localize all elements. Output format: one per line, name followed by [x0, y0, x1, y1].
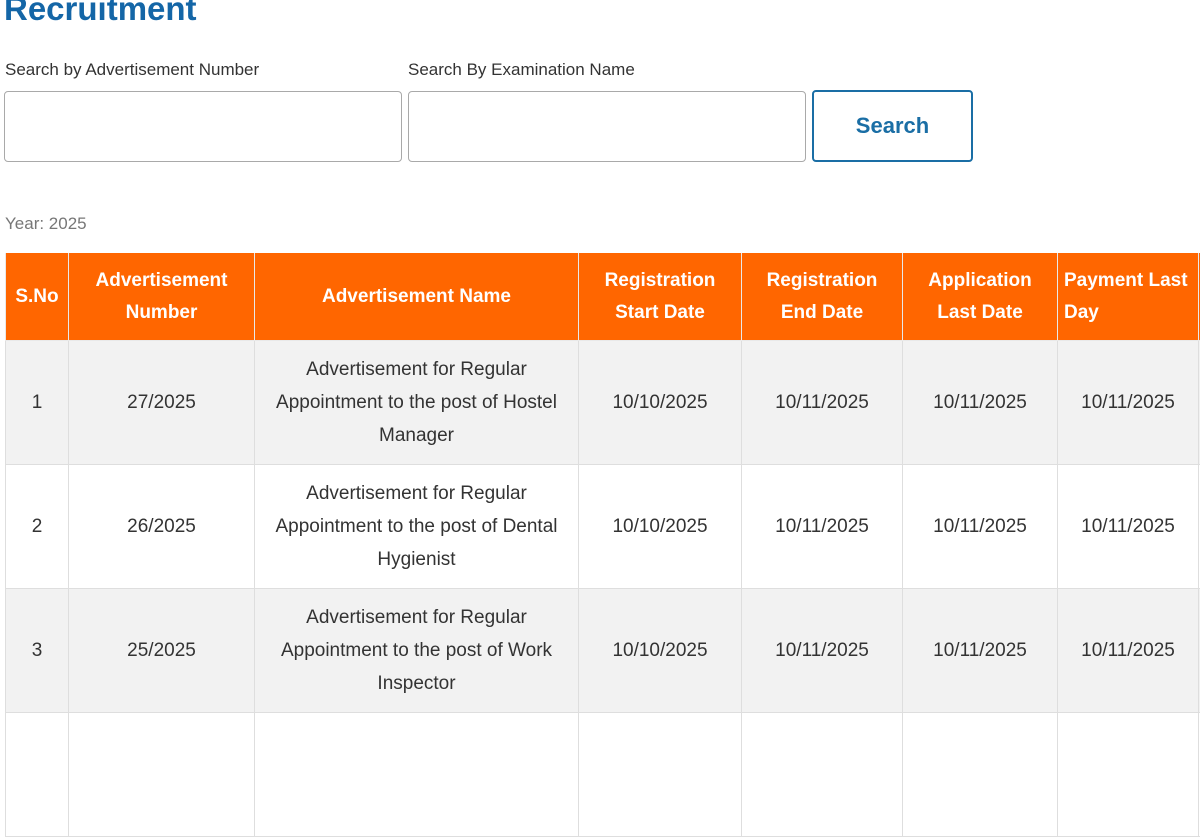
column-header: Registration End Date — [742, 253, 903, 341]
table-cell — [1058, 713, 1199, 837]
table-cell: 10/11/2025 — [903, 589, 1058, 713]
table-cell: 10/11/2025 — [742, 465, 903, 589]
table-cell: 10/11/2025 — [742, 589, 903, 713]
table-cell: 10/11/2025 — [903, 341, 1058, 465]
table-cell: Advertisement for Regular Appointment to… — [255, 341, 579, 465]
adv-number-label: Search by Advertisement Number — [5, 60, 259, 80]
table-cell: 10/10/2025 — [579, 341, 742, 465]
table-cell: 10/11/2025 — [742, 341, 903, 465]
table-cell — [69, 713, 255, 837]
table-row — [6, 713, 1200, 837]
page-title: Recruitment — [4, 0, 197, 28]
table-cell — [903, 713, 1058, 837]
table-cell: 25/2025 — [69, 589, 255, 713]
table-cell: 10/10/2025 — [579, 589, 742, 713]
table-cell: 3 — [6, 589, 69, 713]
column-header: Advertisement Name — [255, 253, 579, 341]
table-cell: 1 — [6, 341, 69, 465]
table-cell: 10/11/2025 — [1058, 589, 1199, 713]
column-header: Registration Start Date — [579, 253, 742, 341]
table-cell: 10/11/2025 — [903, 465, 1058, 589]
table-cell: 10/10/2025 — [579, 465, 742, 589]
year-label: Year: 2025 — [5, 214, 87, 234]
table-cell: 2 — [6, 465, 69, 589]
search-button[interactable]: Search — [812, 90, 973, 162]
table-cell — [579, 713, 742, 837]
table-cell: Advertisement for Regular Appointment to… — [255, 589, 579, 713]
column-header: Advertisement Number — [69, 253, 255, 341]
column-header: Payment Last Day — [1058, 253, 1199, 341]
exam-name-label: Search By Examination Name — [408, 60, 635, 80]
adv-number-input[interactable] — [4, 91, 402, 162]
table-cell — [255, 713, 579, 837]
table-cell — [742, 713, 903, 837]
exam-name-input[interactable] — [408, 91, 806, 162]
table-cell — [6, 713, 69, 837]
column-header: Application Last Date — [903, 253, 1058, 341]
table-cell: 26/2025 — [69, 465, 255, 589]
table-cell: 10/11/2025 — [1058, 341, 1199, 465]
table-cell: 10/11/2025 — [1058, 465, 1199, 589]
table-cell: 27/2025 — [69, 341, 255, 465]
column-header: S.No — [6, 253, 69, 341]
table-cell: Advertisement for Regular Appointment to… — [255, 465, 579, 589]
